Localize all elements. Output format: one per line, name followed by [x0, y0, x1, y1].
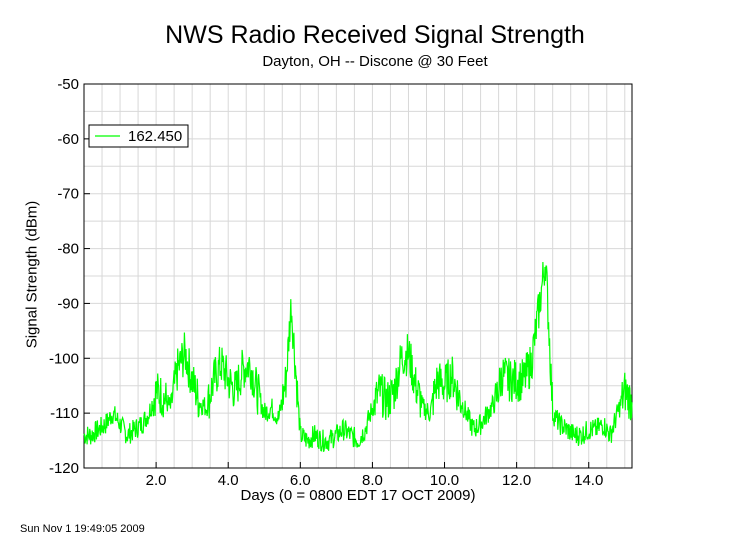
series-line-162-450	[83, 261, 633, 453]
x-tick-label: 8.0	[362, 472, 383, 489]
legend-label: 162.450	[128, 128, 182, 145]
y-tick-label: -70	[57, 186, 79, 203]
series-layer	[83, 261, 633, 453]
y-tick-label: -120	[49, 460, 79, 477]
y-tick-label: -50	[57, 76, 79, 93]
legend: 162.450	[88, 124, 189, 148]
chart-title: NWS Radio Received Signal Strength	[165, 21, 585, 49]
y-tick-label: -100	[49, 350, 79, 367]
y-axis-ticks: -50 -60 -70 -80 -90 -100 -110 -120	[49, 76, 90, 477]
y-tick-label: -80	[57, 241, 79, 258]
plot-border	[83, 83, 633, 469]
legend-box	[88, 124, 189, 148]
x-tick-label: 10.0	[430, 472, 459, 489]
y-tick-label: -90	[57, 295, 79, 312]
x-axis-label: Days (0 = 0800 EDT 17 OCT 2009)	[240, 487, 476, 504]
x-tick-label: 12.0	[502, 472, 531, 489]
x-tick-label: 6.0	[290, 472, 311, 489]
y-tick-label: -110	[50, 405, 79, 422]
x-axis-ticks: 2.0 4.0 6.0 8.0 10.0 12.0 14.0	[146, 462, 603, 489]
y-tick-label: -60	[57, 131, 79, 148]
x-tick-label: 14.0	[574, 472, 603, 489]
grid-lines	[84, 84, 632, 468]
x-tick-label: 2.0	[146, 472, 167, 489]
chart-subtitle: Dayton, OH -- Discone @ 30 Feet	[262, 53, 488, 70]
x-tick-label: 4.0	[218, 472, 239, 489]
timestamp-footer: Sun Nov 1 19:49:05 2009	[20, 523, 145, 535]
y-axis-label: Signal Strength (dBm)	[23, 200, 41, 349]
plot-frame	[83, 83, 633, 469]
